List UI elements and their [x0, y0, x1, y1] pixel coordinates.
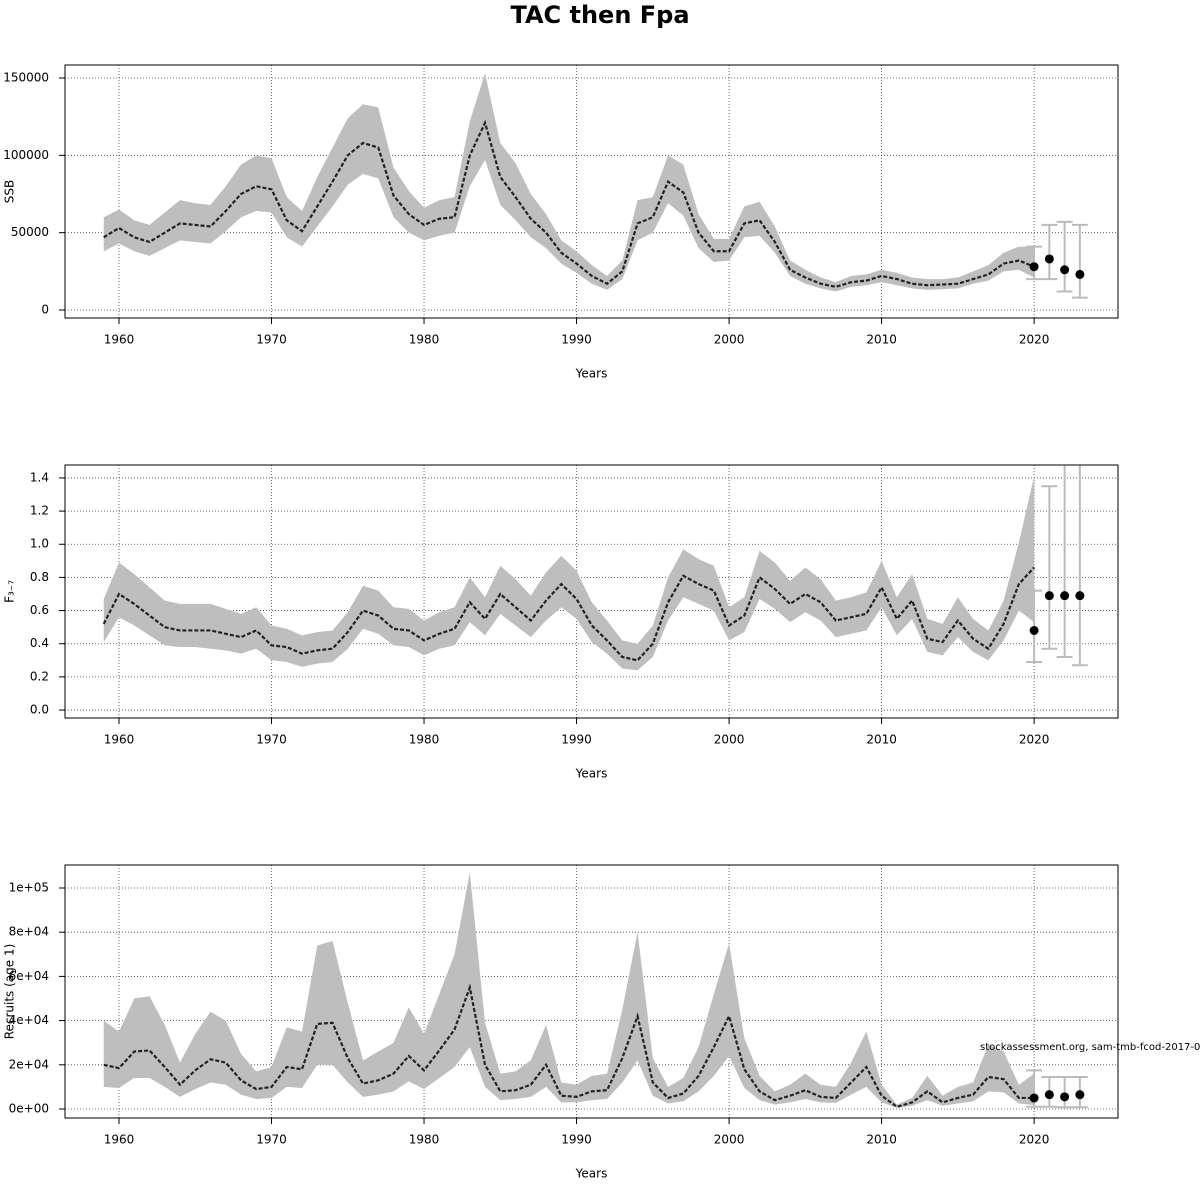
plot-area: [103, 872, 1088, 1109]
panel: 0 50000 100000 150000 1960 1970 1980 1990 2000 20…: [3, 64, 1119, 381]
forecast-point: [1044, 591, 1054, 601]
y-tick-label: 150000: [3, 70, 49, 84]
error-bar: [1071, 223, 1088, 299]
x-tick-label: 1960: [104, 1133, 135, 1147]
estimate-line: [103, 983, 1035, 1108]
annotation: stockassessment.org, sam-tmb-fcod-2017-0: [980, 1042, 1200, 1053]
x-tick-label: 1960: [104, 333, 135, 347]
x-tick-label: 1970: [256, 733, 287, 747]
y-tick-label: 0.4: [30, 636, 49, 650]
estimate-line: [103, 119, 1035, 288]
y-tick-label: 0.8: [30, 570, 49, 584]
y-tick-label: 1.2: [30, 504, 49, 518]
forecast-point: [1029, 262, 1039, 272]
x-axis-label: Years: [575, 767, 608, 781]
x-tick-label: 2000: [714, 1133, 745, 1147]
y-tick-label: 1.4: [30, 470, 49, 484]
panel: 0.0 0.2 0.4 0.6 0.8 1.0 1.2 1.4 1960 1970 1980 1990…: [3, 464, 1119, 781]
plot-frame: [64, 864, 1119, 1119]
y-tick-label: 8e+04: [9, 925, 49, 939]
x-tick-label: 2020: [1019, 733, 1050, 747]
plot-area: [102, 465, 1088, 671]
error-bar: [1056, 465, 1073, 658]
x-tick-label: 2020: [1019, 333, 1050, 347]
y-tick-label: 6e+04: [9, 969, 49, 983]
y-tick-label: 0: [41, 303, 49, 317]
y-tick-label: 1.0: [30, 537, 49, 551]
confidence-band: [103, 872, 1035, 1108]
y-tick-label: 0.2: [30, 669, 49, 683]
x-axis-label: Years: [575, 367, 608, 381]
y-tick-label: 100000: [3, 148, 49, 162]
plot-frame: [64, 464, 1119, 719]
y-axis-label: SSB: [3, 180, 17, 203]
forecast-point: [1075, 1090, 1085, 1100]
x-tick-label: 1960: [104, 733, 135, 747]
x-tick-label: 2010: [866, 1133, 897, 1147]
y-tick-label: 0.6: [30, 603, 49, 617]
forecast-point: [1075, 269, 1085, 279]
forecast-point: [1029, 1093, 1039, 1103]
x-tick-label: 1970: [256, 1133, 287, 1147]
y-tick-label: 1e+05: [9, 880, 49, 894]
y-axis-label: Recruits (age 1): [3, 944, 17, 1040]
forecast-point: [1060, 591, 1070, 601]
error-bar: [1041, 223, 1058, 281]
plot-area: [103, 73, 1088, 299]
x-axis-label: Years: [575, 1167, 608, 1181]
y-tick-label: 2e+04: [9, 1057, 49, 1071]
forecast-point: [1044, 254, 1054, 264]
error-bar: [1041, 485, 1058, 650]
error-bar: [1056, 220, 1073, 293]
x-tick-label: 2000: [714, 733, 745, 747]
y-tick-label: 4e+04: [9, 1013, 49, 1027]
error-bar: [1056, 1075, 1073, 1109]
forecast-point: [1060, 265, 1070, 275]
confidence-band: [103, 476, 1035, 671]
y-axis-label: F₃₋₇: [3, 580, 17, 603]
y-tick-label: 0e+00: [9, 1102, 49, 1116]
x-tick-label: 1980: [409, 333, 440, 347]
y-tick-label: 50000: [11, 225, 49, 239]
x-tick-label: 1990: [561, 1133, 592, 1147]
forecast-point: [1060, 1092, 1070, 1102]
plot-frame: [64, 64, 1119, 319]
forecast-point: [1044, 1090, 1054, 1100]
x-tick-label: 1990: [561, 733, 592, 747]
estimate-line: [102, 566, 1035, 662]
confidence-band: [103, 73, 1035, 292]
forecast-point: [1075, 591, 1085, 601]
error-bar: [1071, 465, 1088, 667]
x-tick-label: 2020: [1019, 1133, 1050, 1147]
panel: 0e+00 2e+04 4e+04 6e+04 8e+04 1e+05 1960 1970 19…: [3, 864, 1200, 1181]
x-tick-label: 1980: [409, 733, 440, 747]
x-tick-label: 2000: [714, 333, 745, 347]
x-tick-label: 2010: [866, 733, 897, 747]
x-tick-label: 1970: [256, 333, 287, 347]
x-tick-label: 1980: [409, 1133, 440, 1147]
y-tick-label: 0.0: [30, 703, 49, 717]
figure-title: TAC then Fpa: [510, 1, 689, 29]
x-tick-label: 1990: [561, 333, 592, 347]
x-tick-label: 2010: [866, 333, 897, 347]
forecast-point: [1029, 625, 1039, 635]
